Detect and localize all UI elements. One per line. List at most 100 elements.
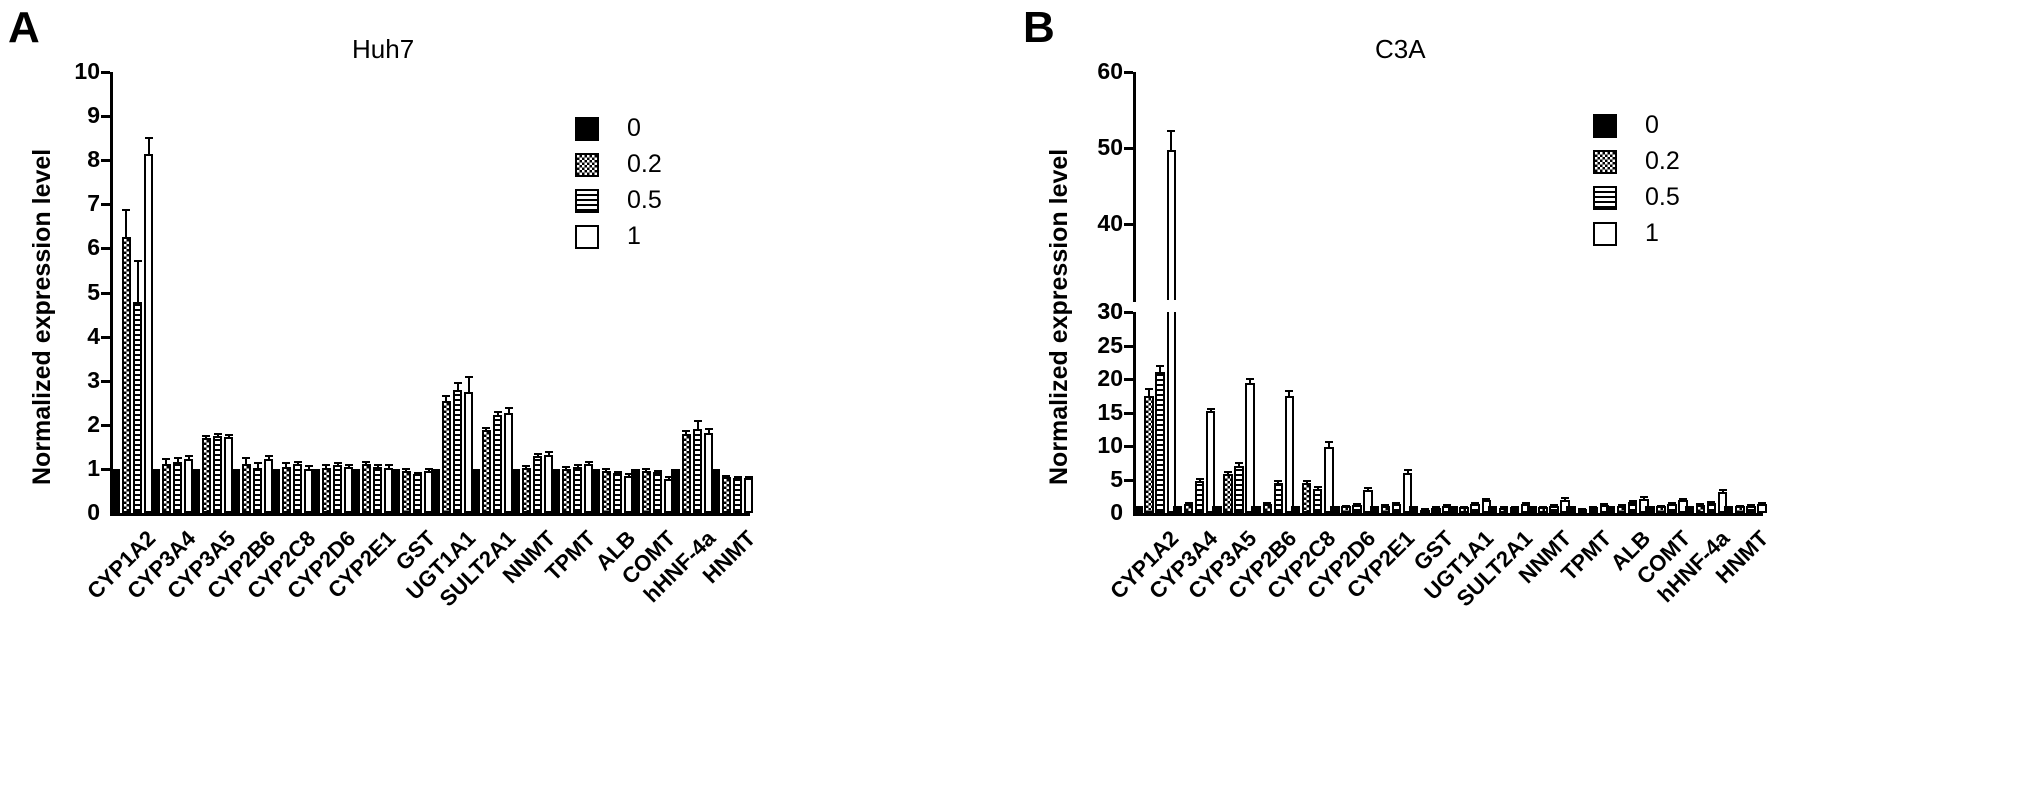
bar — [1735, 506, 1745, 513]
error-bar-cap — [493, 410, 502, 413]
legend-label: 0 — [1645, 111, 1659, 139]
bar — [1549, 505, 1559, 513]
y-axis-tick-label: 6 — [87, 234, 100, 261]
legend-swatch-02 — [575, 153, 599, 177]
bar — [1566, 506, 1576, 513]
error-bar-cap — [1549, 503, 1558, 506]
error-bar-cap — [1145, 388, 1154, 391]
bar — [1402, 473, 1413, 513]
error-bar-cap — [693, 419, 702, 422]
bar — [1627, 502, 1638, 513]
bar — [1577, 508, 1587, 513]
panel-a-title: Huh7 — [352, 34, 415, 64]
error-bar-cap — [1156, 364, 1165, 367]
y-axis-tick-upper — [1124, 71, 1133, 74]
bar — [121, 237, 132, 513]
y-axis-tick-label: 5 — [87, 278, 100, 305]
bar — [332, 465, 343, 513]
error-bar — [1288, 389, 1291, 396]
error-bar-cap — [1718, 488, 1727, 491]
error-bar-cap — [1420, 508, 1429, 511]
bar — [412, 474, 423, 513]
error-bar-cap — [544, 451, 553, 454]
bar — [732, 477, 743, 513]
y-axis-tick — [101, 159, 110, 163]
bar — [1723, 506, 1734, 513]
bar — [652, 472, 663, 513]
error-bar-cap — [373, 464, 382, 467]
y-axis-tick-label-lower: 30 — [1097, 298, 1123, 324]
y-axis-tick — [101, 247, 110, 251]
error-bar-cap — [1392, 501, 1401, 504]
bar — [1172, 506, 1183, 513]
y-axis-tick — [101, 115, 110, 119]
y-axis-tick-label-upper: 40 — [1097, 210, 1123, 236]
panel-b-title: C3A — [1375, 34, 1426, 64]
bar — [681, 433, 692, 513]
error-bar — [256, 461, 259, 469]
error-bar-cap — [1696, 502, 1705, 505]
y-axis-tick-label-upper: 60 — [1097, 58, 1123, 84]
bar — [1487, 506, 1498, 513]
error-bar-cap — [1234, 462, 1243, 465]
bar — [590, 468, 601, 513]
bar — [1746, 505, 1756, 513]
y-axis-tick-lower — [1124, 311, 1133, 314]
legend-swatch-05 — [575, 189, 599, 213]
error-bar-cap — [213, 433, 222, 436]
y-axis-tick-label: 2 — [87, 410, 100, 437]
bar — [470, 468, 481, 513]
bar — [430, 468, 441, 513]
legend-label: 0.5 — [627, 186, 662, 214]
legend-label: 0.2 — [627, 150, 662, 178]
error-bar — [496, 410, 499, 416]
bar — [310, 468, 321, 513]
bar — [1459, 506, 1469, 513]
panel-b-plot-area: 30 40 50 60 0 5 10 15 20 25 30 CYP1A2 CYP3A4 CYP3A5 CY… — [1015, 0, 2031, 807]
error-bar-cap — [242, 457, 251, 460]
error-bar-cap — [384, 464, 393, 467]
error-bar-cap — [1617, 503, 1626, 506]
y-axis-tick-label: 0 — [87, 499, 100, 525]
error-bar-cap — [333, 461, 342, 464]
error-bar-cap — [1246, 378, 1255, 381]
bar — [1223, 474, 1233, 513]
y-axis-tick-label: 1 — [87, 454, 100, 481]
bar — [281, 466, 292, 513]
error-bar — [1237, 462, 1240, 467]
error-bar-cap — [1324, 440, 1333, 443]
bar — [1391, 503, 1402, 513]
panel-b: B C3A Normalized expression level 30 40 50… — [1015, 0, 2031, 807]
bar — [612, 473, 623, 513]
error-bar-cap — [744, 475, 753, 478]
y-axis-line — [110, 72, 113, 515]
bar — [1605, 506, 1616, 513]
error-bar-cap — [1639, 496, 1648, 499]
bar — [1363, 490, 1373, 513]
y-axis-tick-label-upper: 30 — [1097, 298, 1123, 324]
bar — [1205, 411, 1216, 513]
bar-upper-segment — [1166, 149, 1177, 300]
error-bar — [707, 428, 710, 433]
y-axis-tick-label-lower: 5 — [1110, 465, 1123, 492]
error-bar-cap — [362, 460, 371, 463]
bar — [350, 468, 361, 513]
bar — [143, 153, 154, 513]
error-bar-cap — [413, 471, 422, 474]
y-axis-tick-label: 10 — [74, 58, 100, 84]
bar — [161, 463, 172, 513]
y-axis-tick-label-lower: 0 — [1110, 499, 1123, 525]
y-axis-line-lower — [1133, 312, 1136, 515]
error-bar-cap — [1735, 504, 1744, 507]
bar — [1527, 506, 1537, 513]
error-bar-cap — [1538, 505, 1547, 508]
legend-swatch-0 — [1593, 114, 1617, 138]
bar — [390, 468, 401, 513]
bar — [1330, 506, 1340, 513]
error-bar-cap — [1381, 504, 1390, 507]
legend-swatch-0 — [575, 117, 599, 141]
error-bar-cap — [522, 465, 531, 468]
error-bar-cap — [1757, 502, 1766, 505]
bar — [1420, 509, 1430, 514]
error-bar-cap — [704, 428, 713, 431]
